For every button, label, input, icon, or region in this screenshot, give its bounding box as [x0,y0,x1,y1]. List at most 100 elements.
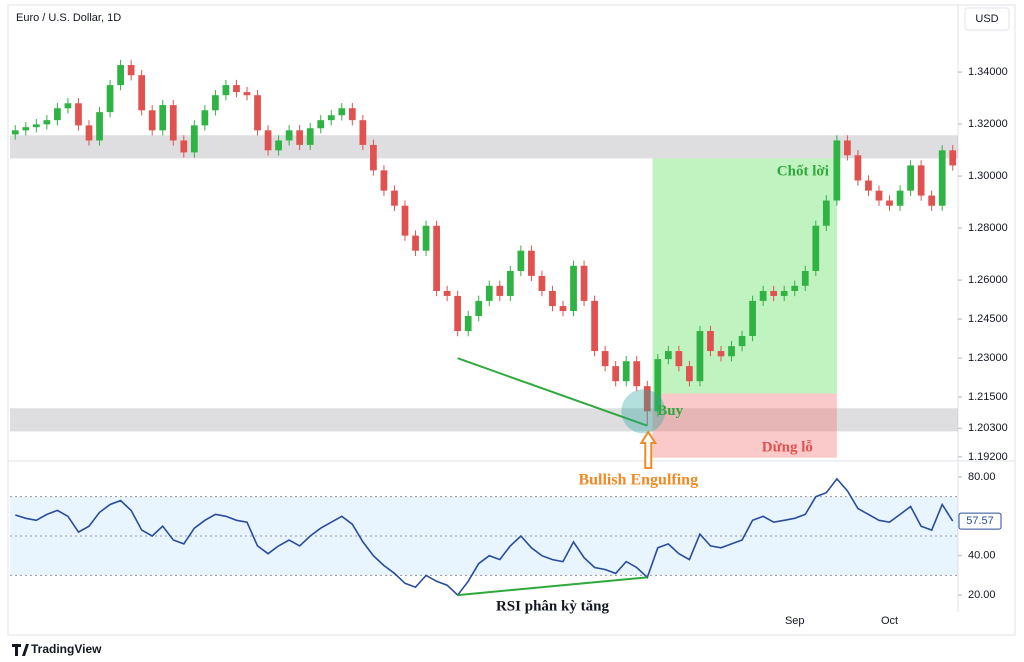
candle-body [401,205,409,236]
candle-body [54,108,61,121]
y-tick-label: 1.20300 [968,422,1008,434]
candle-body [549,291,556,307]
y-tick-label: 20.00 [968,589,996,601]
candle-body [264,130,272,151]
x-tick-label: Oct [881,615,898,627]
candle-body [675,351,683,367]
y-tick-label: 1.21500 [968,391,1008,403]
candle-body [622,361,630,382]
candle-body [422,225,430,251]
y-tick-label: 1.26000 [968,274,1008,286]
candle-body [938,150,946,206]
candle-body [949,150,957,166]
candle-body [243,92,251,96]
y-tick-label: 80.00 [968,471,996,483]
candle-body [138,75,146,111]
candle-body [496,285,504,296]
rsi-annotation: RSI phân kỳ tăng [496,598,609,614]
candle-body [780,291,788,296]
divergence-line [457,357,648,427]
candle-body [412,235,419,251]
candle-body [759,291,767,301]
candle-body [296,130,304,145]
candle-body [75,103,82,126]
rsi-divergence-line [457,576,648,597]
candle-body [370,144,377,171]
candle-body [928,195,936,206]
candle-body [22,127,30,131]
stop-loss-label: Dừng lỗ [762,439,813,455]
candle-body [506,270,514,296]
candle-body [285,130,293,141]
candle-body [201,110,209,126]
candle-body [11,130,19,135]
candle-body [127,65,135,76]
candle-body [254,95,261,131]
y-tick-label: 1.30000 [968,170,1008,182]
currency-box[interactable] [964,7,1010,31]
candle-body [317,120,325,129]
last-value-badge [958,512,1002,530]
candle-body [464,315,472,332]
candle-body [696,331,704,382]
take-profit-label: Chốt lời [777,163,829,179]
candle-body [886,200,893,206]
candle-body [233,85,240,93]
y-tick-label: 1.34000 [968,66,1008,78]
candle-body [717,351,725,357]
candle-body [327,115,335,121]
candle-body [180,140,188,153]
candle-body [117,65,124,86]
candle-body [169,105,177,141]
stop-loss-zone [652,393,837,458]
candle-body [485,285,493,301]
currency[interactable]: USD [975,13,998,25]
candle-body [580,265,588,301]
candle-body [907,165,914,191]
candle-body [43,120,51,125]
candle-body [833,140,841,201]
candle-body [643,386,651,412]
y-tick-label: 1.28000 [968,222,1008,234]
candle-body [854,155,862,181]
candle-body [380,170,388,191]
candle-body [85,125,93,141]
candle-body [686,366,693,382]
buy-marker [621,389,666,434]
candle-body [654,359,662,412]
candle-body [822,200,830,226]
rsi-line [15,477,954,597]
y-tick-label: 1.19200 [968,451,1008,463]
candle-body [875,190,883,201]
candle-body [190,125,198,153]
brand: TradingView [31,642,102,656]
candle-body [896,190,904,206]
last-value-label: 57.57 [966,515,994,527]
candle-body [32,124,40,128]
candle-body [633,361,641,387]
candle-body [812,225,820,271]
candle-body [391,190,398,206]
sr-zone [10,408,958,432]
pattern-arrow [639,430,658,469]
candle-body [559,306,567,312]
candle-body [801,270,809,286]
candle-body [528,250,535,276]
candle-body [306,128,314,145]
candle-body [106,85,114,113]
candle-body [148,110,156,131]
candle-body [601,351,609,367]
candle-body [749,300,756,336]
candle-body [348,108,356,121]
candle-body [475,300,483,316]
sr-zone [10,135,958,159]
candle-body [728,346,735,357]
candle-body [222,85,230,96]
candle-body [844,140,851,156]
candle-body [359,120,367,145]
y-tick-label: 40.00 [968,550,996,562]
candle-body [664,351,672,360]
pattern-label: Bullish Engulfing [578,472,698,489]
candle-body [159,105,167,131]
